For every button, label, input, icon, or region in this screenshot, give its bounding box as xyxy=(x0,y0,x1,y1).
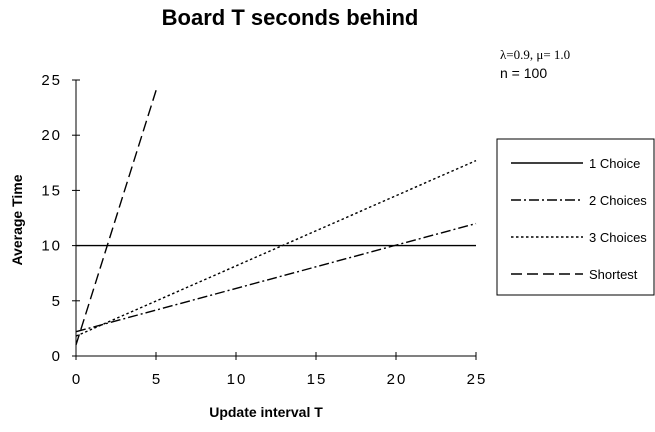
series-line-shortest xyxy=(75,85,159,346)
y-tick-label: 20 xyxy=(41,127,62,144)
series-line-2-choices xyxy=(75,222,477,333)
chart-title: Board T seconds behind xyxy=(161,5,419,30)
y-tick-label: 25 xyxy=(41,72,62,89)
x-tick-label: 15 xyxy=(307,371,328,388)
legend-label: 3 Choices xyxy=(589,230,647,245)
x-axis-label: Update interval T xyxy=(209,404,323,420)
x-tick-label: 10 xyxy=(227,371,248,388)
y-axis-label: Average Time xyxy=(9,174,25,265)
legend-box xyxy=(496,138,655,296)
x-tick-label: 20 xyxy=(387,371,408,388)
n-annotation: n = 100 xyxy=(500,65,548,81)
x-tick-label: 5 xyxy=(152,371,162,388)
parameter-annotation: λ=0.9, μ= 1.0 n = 100 xyxy=(500,46,570,82)
y-tick-label: 10 xyxy=(41,238,62,255)
y-tick-label: 0 xyxy=(52,348,62,365)
y-tick-label: 5 xyxy=(52,293,62,310)
x-tick-label: 0 xyxy=(72,371,82,388)
legend-label: 2 Choices xyxy=(589,193,647,208)
rate-annotation: λ=0.9, μ= 1.0 xyxy=(500,47,571,62)
series-line-3-choices xyxy=(75,159,477,337)
legend-label: Shortest xyxy=(589,267,638,282)
y-tick-label: 15 xyxy=(41,182,62,199)
x-tick-label: 25 xyxy=(467,371,488,388)
legend-label: 1 Choice xyxy=(589,156,640,171)
